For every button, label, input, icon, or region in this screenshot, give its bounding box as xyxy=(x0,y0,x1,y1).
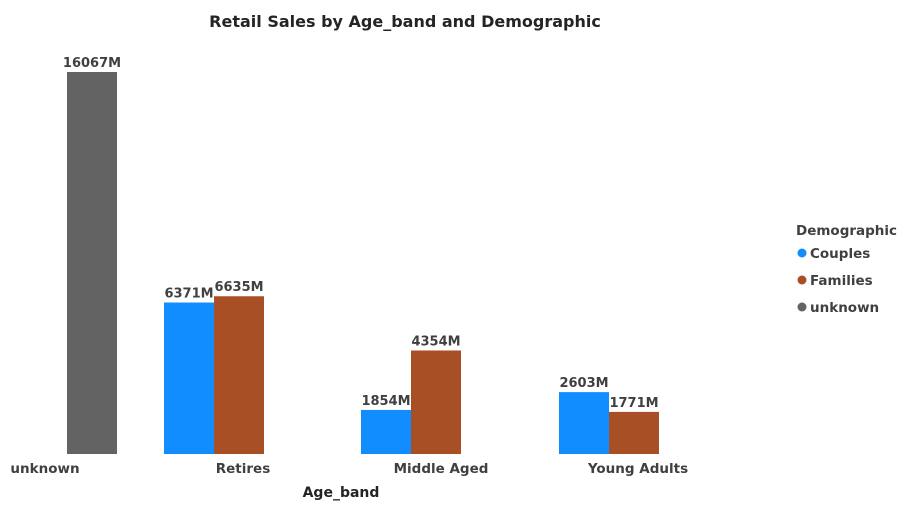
x-tick-retires: Retires xyxy=(216,461,270,477)
bars-layer xyxy=(67,72,659,454)
bar-retires-families[interactable] xyxy=(214,296,264,454)
data-label-middle-aged-families: 4354M xyxy=(411,334,460,349)
bar-middle-aged-couples[interactable] xyxy=(361,409,411,454)
data-label-unknown-unknown: 16067M xyxy=(63,56,121,71)
legend-item-couples[interactable]: Couples xyxy=(797,246,871,262)
legend-item-families[interactable]: Families xyxy=(797,273,873,289)
legend-label-families: Families xyxy=(810,273,873,289)
bar-young-adults-couples[interactable] xyxy=(559,392,609,454)
x-axis-ticks: unknown Retires Middle Aged Young Adults xyxy=(10,461,688,477)
data-label-retires-families: 6635M xyxy=(214,280,263,295)
legend-items: Couples Families unknown xyxy=(797,246,880,316)
bar-retires-couples[interactable] xyxy=(164,302,214,454)
data-label-young-adults-families: 1771M xyxy=(609,396,658,411)
legend-marker-unknown xyxy=(797,302,807,312)
legend-marker-couples xyxy=(797,248,807,258)
legend-title: Demographic xyxy=(796,223,897,239)
legend: Demographic Couples Families unknown xyxy=(796,223,897,316)
legend-label-couples: Couples xyxy=(810,246,870,262)
legend-item-unknown[interactable]: unknown xyxy=(797,300,880,316)
x-tick-middle-aged: Middle Aged xyxy=(394,461,489,477)
data-label-middle-aged-couples: 1854M xyxy=(361,394,410,409)
chart-title: Retail Sales by Age_band and Demographic xyxy=(209,12,601,31)
data-label-young-adults-couples: 2603M xyxy=(559,376,608,391)
x-tick-young-adults: Young Adults xyxy=(587,461,688,477)
bar-young-adults-families[interactable] xyxy=(609,411,659,454)
legend-marker-families xyxy=(797,275,807,285)
bar-unknown-unknown[interactable] xyxy=(67,72,117,454)
bar-middle-aged-families[interactable] xyxy=(411,350,461,454)
x-axis-title: Age_band xyxy=(303,485,380,501)
data-label-retires-couples: 6371M xyxy=(164,287,213,302)
x-tick-unknown: unknown xyxy=(10,461,79,477)
legend-label-unknown: unknown xyxy=(810,300,879,316)
